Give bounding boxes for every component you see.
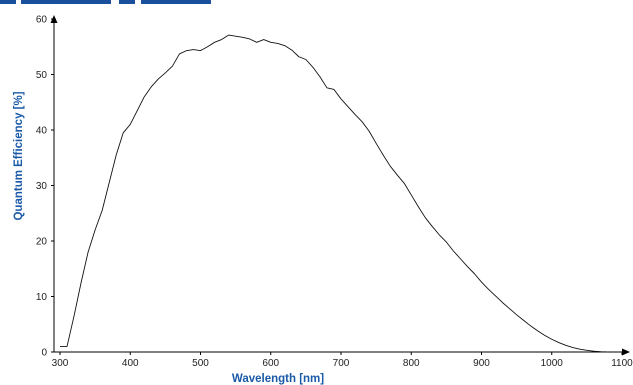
y-tick-label: 10 (36, 292, 48, 303)
x-tick-label: 600 (262, 358, 279, 369)
qe-curve (60, 34, 608, 353)
axes (50, 15, 630, 356)
y-tick-label: 0 (41, 348, 47, 359)
x-tick-label: 1000 (541, 358, 564, 369)
x-axis-arrow (622, 348, 630, 356)
y-tick-label: 30 (36, 181, 48, 192)
series-layer (60, 34, 608, 353)
x-axis-ticks: 300 400 500 600 700 800 900 1000 1100 (52, 352, 633, 369)
y-tick-label: 50 (36, 70, 48, 81)
y-axis-ticks: 0 10 20 30 40 50 60 (36, 15, 54, 359)
cropped-header-graphic (0, 0, 211, 4)
x-tick-label: 400 (122, 358, 139, 369)
x-tick-label: 500 (192, 358, 209, 369)
x-tick-label: 300 (52, 358, 69, 369)
x-tick-label: 700 (333, 358, 350, 369)
y-tick-label: 40 (36, 126, 48, 137)
x-tick-label: 800 (403, 358, 420, 369)
x-axis-label: Wavelength [nm] (232, 373, 324, 385)
x-tick-label: 900 (473, 358, 490, 369)
x-tick-label: 1100 (611, 358, 633, 369)
y-tick-label: 20 (36, 237, 48, 248)
y-axis-label: Quantum Efficiency [%] (13, 91, 25, 220)
y-tick-label: 60 (36, 15, 48, 26)
